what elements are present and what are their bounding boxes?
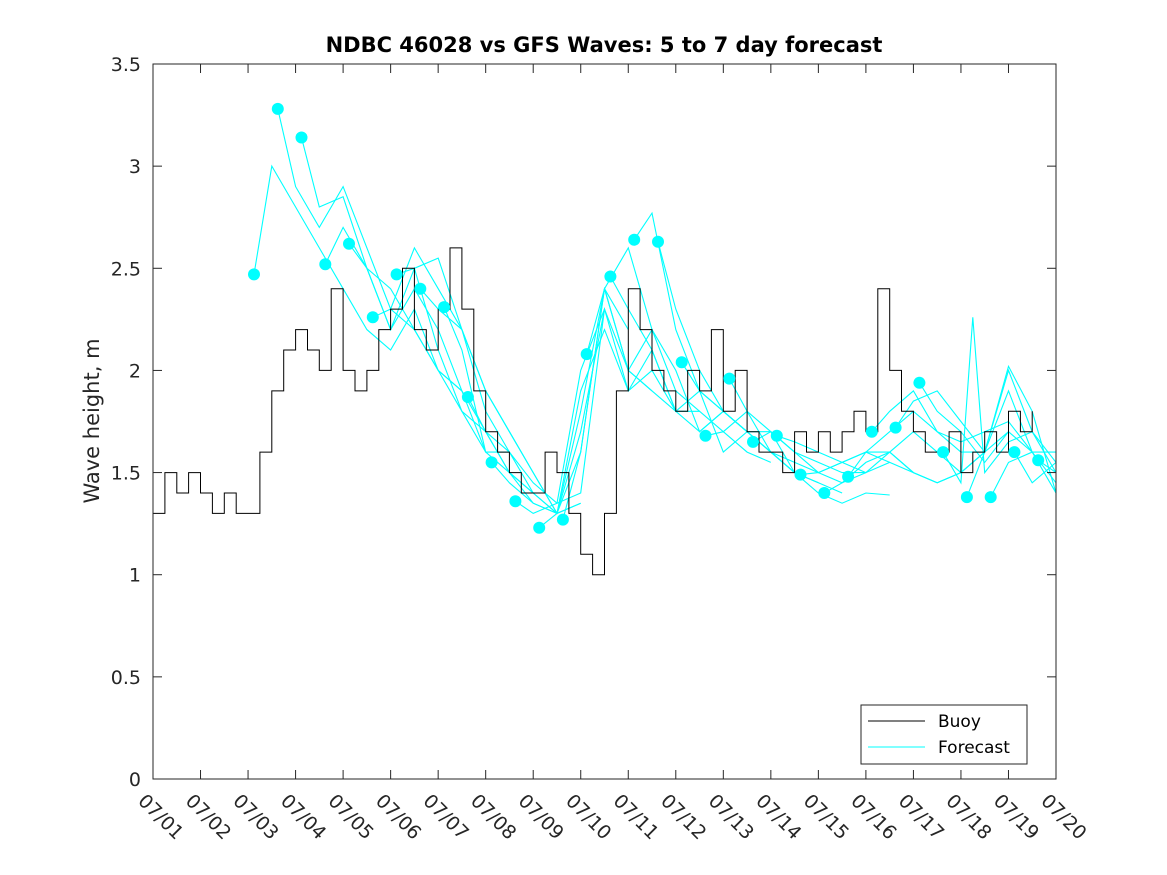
y-tick-label: 2.5	[111, 258, 141, 280]
y-tick-label: 3.5	[111, 54, 141, 76]
forecast-marker	[984, 491, 997, 504]
forecast-marker	[414, 282, 427, 295]
forecast-marker	[628, 233, 641, 246]
y-tick-label: 1	[129, 565, 141, 587]
forecast-marker	[248, 268, 260, 281]
y-axis: 0 0.5 1 1.5 2 2.5 3 3.5	[111, 54, 1056, 791]
y-axis-label: Wave height, m	[80, 338, 104, 503]
forecast-run-line	[966, 364, 1056, 498]
y-tick-label: 0.5	[111, 667, 141, 689]
forecast-marker	[509, 495, 522, 508]
forecast-marker	[604, 270, 617, 283]
buoy-series-line	[153, 247, 1033, 576]
forecast-run-line	[491, 288, 677, 515]
forecast-marker	[319, 258, 332, 271]
forecast-marker	[770, 429, 783, 442]
forecast-marker	[533, 521, 546, 534]
forecast-marker	[390, 268, 403, 281]
y-tick-label: 0	[129, 769, 141, 791]
forecast-marker	[556, 513, 569, 526]
forecast-marker	[889, 421, 902, 434]
legend: Buoy Forecast	[860, 704, 1028, 765]
forecast-run-line	[515, 307, 700, 515]
forecast-marker	[675, 356, 688, 369]
forecast-marker	[366, 311, 379, 324]
legend-buoy-label: Buoy	[938, 712, 981, 732]
forecast-marker	[271, 102, 284, 115]
y-tick-label: 2	[129, 360, 141, 382]
y-tick-label: 1.5	[111, 463, 141, 485]
forecast-marker	[652, 235, 664, 248]
forecast-marker	[960, 491, 973, 504]
forecast-marker	[842, 470, 855, 483]
forecast-run-line	[895, 368, 1056, 473]
y-tick-label: 3	[129, 156, 141, 178]
forecast-marker	[580, 348, 593, 361]
forecast-markers	[248, 102, 1045, 534]
forecast-marker	[699, 429, 712, 442]
forecast-marker	[485, 456, 498, 469]
forecast-marker	[865, 425, 878, 438]
legend-box	[860, 704, 1028, 765]
forecast-marker	[723, 372, 736, 385]
forecast-marker	[438, 301, 451, 314]
forecast-marker	[1008, 446, 1021, 459]
forecast-marker	[343, 237, 355, 250]
forecast-marker	[295, 131, 308, 144]
legend-forecast-label: Forecast	[938, 738, 1010, 758]
forecast-marker	[818, 487, 831, 499]
buoy-line	[153, 247, 1033, 576]
forecast-marker	[794, 468, 807, 481]
forecast-run-line	[990, 451, 1056, 498]
forecast-marker	[461, 391, 474, 403]
forecast-marker	[1032, 454, 1045, 467]
plot-frame	[152, 63, 1057, 780]
chart-title: NDBC 46028 vs GFS Waves: 5 to 7 day fore…	[326, 33, 883, 57]
forecast-marker	[937, 446, 950, 459]
forecast-marker	[913, 376, 926, 389]
forecast-marker	[747, 435, 759, 448]
forecast-run-line	[1013, 451, 1056, 484]
